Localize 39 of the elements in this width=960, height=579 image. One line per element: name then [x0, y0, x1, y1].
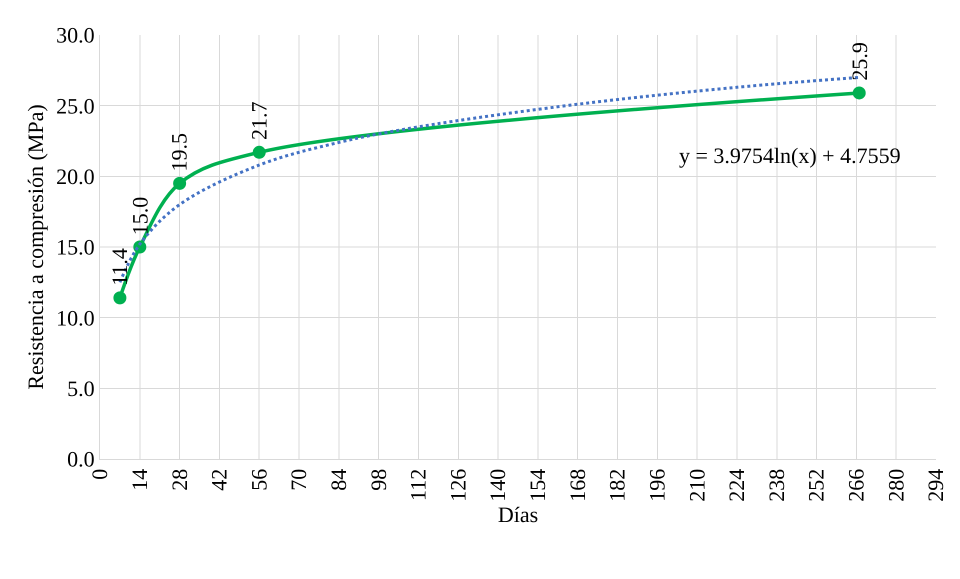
y-tick-label: 10.0 [56, 305, 95, 330]
annotation: y = 3.9754ln(x) + 4.7559 [679, 143, 901, 168]
x-tick-label: 182 [604, 468, 630, 502]
y-tick-label: 30.0 [56, 22, 95, 48]
point [173, 176, 186, 190]
x-tick-label: 98 [366, 468, 391, 491]
y-tick-label: 5.0 [67, 376, 95, 402]
x-axis-title: Días [498, 502, 538, 527]
x-tick-label: 14 [126, 468, 152, 491]
y-tick-label: 15.0 [56, 234, 95, 260]
x-tick-label: 238 [764, 468, 789, 502]
x-tick-label: 294 [923, 468, 948, 502]
x-tick-label: 224 [724, 468, 750, 502]
x-tick-label: 56 [246, 468, 272, 491]
x-tick-label: 126 [445, 468, 470, 502]
y-axis-title: Resistencia a compresión (MPa) [22, 104, 48, 390]
data-label: 19.5 [166, 133, 192, 172]
x-tick-label: 196 [644, 468, 670, 502]
y-tick-label: 25.0 [56, 93, 95, 118]
data-label: 21.7 [246, 102, 272, 140]
x-tick-label: 154 [525, 468, 550, 502]
point [852, 86, 866, 100]
x-tick-label: 70 [286, 468, 312, 491]
data-label: 25.9 [846, 42, 872, 81]
data-label: 15.0 [127, 196, 152, 236]
x-tick-label: 28 [166, 468, 192, 491]
x-tick-label: 140 [485, 468, 510, 502]
x-tick-label: 42 [206, 468, 232, 491]
point [252, 146, 266, 159]
point [113, 291, 126, 304]
x-tick-label: 280 [883, 468, 908, 502]
x-tick-label: 168 [564, 468, 590, 502]
x-tick-label: 266 [844, 468, 869, 502]
x-tick-label: 210 [684, 468, 710, 502]
x-tick-label: 84 [326, 468, 352, 491]
y-tick-label: 20.0 [56, 164, 95, 190]
x-tick-label: 252 [804, 468, 829, 502]
x-tick-label: 112 [406, 468, 431, 501]
data-label: 11.4 [107, 248, 132, 286]
